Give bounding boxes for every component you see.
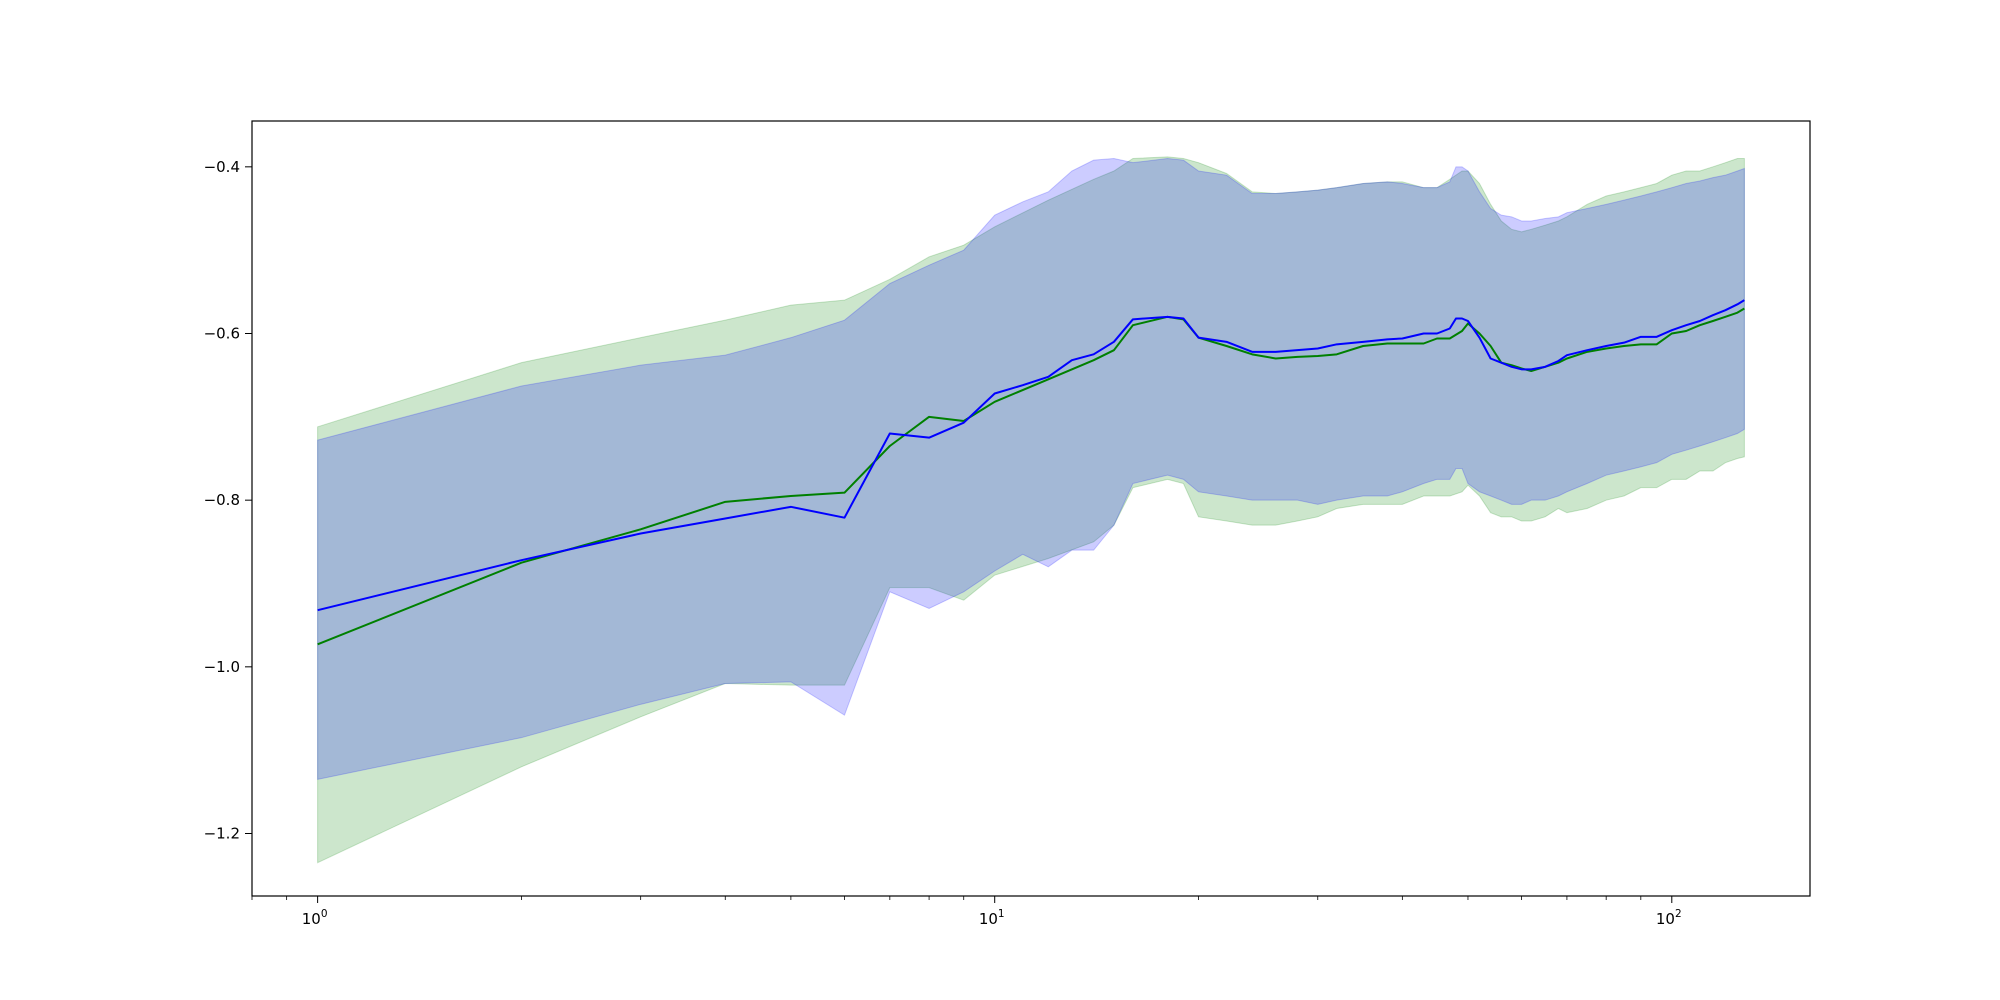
series-1-band — [317, 156, 1745, 864]
x-tick-label: 102 — [1656, 908, 1682, 928]
y-tick-label: −0.4 — [204, 158, 240, 176]
y-tick-label: −0.6 — [204, 325, 240, 343]
confidence-bands — [317, 156, 1745, 864]
y-tick-label: −1.0 — [204, 658, 240, 676]
y-axis: −0.4 −0.6 −0.8 −1.0 −1.2 — [204, 158, 252, 843]
series-2-band — [317, 157, 1745, 780]
plot-frame — [251, 120, 1811, 897]
series-1-line — [317, 307, 1745, 646]
y-tick-label: −1.2 — [204, 825, 240, 843]
x-tick-label: 100 — [302, 908, 328, 928]
y-tick-label: −0.8 — [204, 491, 240, 509]
x-tick-label: 101 — [979, 908, 1005, 928]
x-axis: 100 101 102 — [251, 896, 1682, 928]
series-lines — [317, 299, 1745, 646]
series-2-line — [317, 299, 1745, 612]
